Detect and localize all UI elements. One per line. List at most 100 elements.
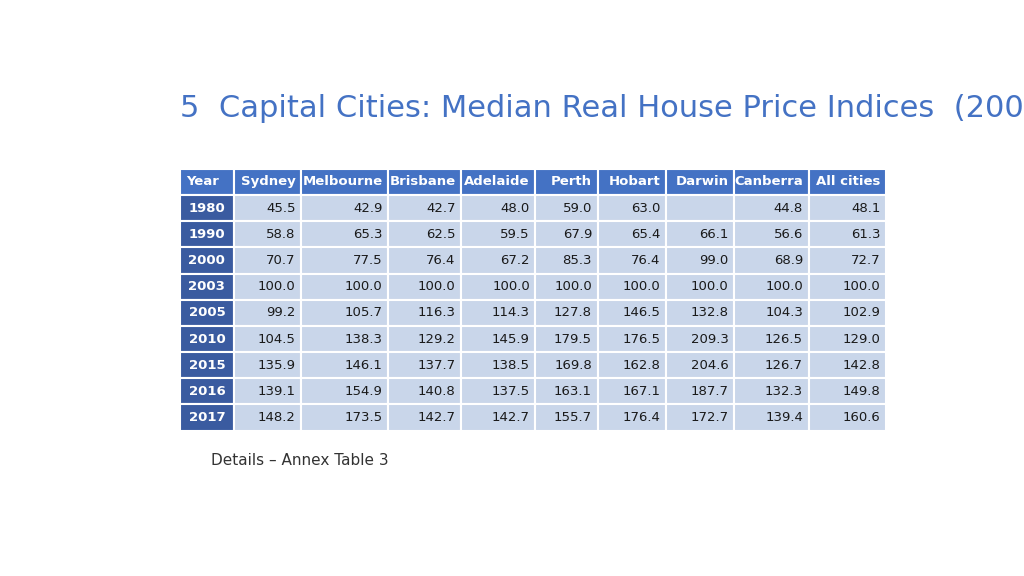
Text: 85.3: 85.3 [562, 254, 592, 267]
Text: 99.2: 99.2 [266, 306, 295, 319]
Text: Year: Year [186, 176, 219, 188]
Text: Melbourne: Melbourne [302, 176, 383, 188]
Text: 45.5: 45.5 [266, 202, 295, 215]
Bar [179, 404, 234, 431]
Bar [388, 274, 461, 300]
Bar [666, 404, 734, 431]
Text: 44.8: 44.8 [774, 202, 803, 215]
Bar [388, 248, 461, 274]
Bar [301, 404, 388, 431]
Bar [461, 404, 536, 431]
Bar [734, 248, 809, 274]
Bar [179, 378, 234, 404]
Text: 139.1: 139.1 [257, 385, 295, 398]
Bar [388, 221, 461, 248]
Bar [536, 169, 598, 195]
Text: 148.2: 148.2 [258, 411, 295, 424]
Bar [234, 404, 301, 431]
Text: 2003: 2003 [188, 280, 225, 293]
Bar [598, 195, 666, 221]
Text: 70.7: 70.7 [266, 254, 295, 267]
Bar [536, 326, 598, 352]
Bar [536, 300, 598, 326]
Text: 77.5: 77.5 [353, 254, 383, 267]
Bar [536, 195, 598, 221]
Text: 142.7: 142.7 [492, 411, 529, 424]
Text: 5  Capital Cities: Median Real House Price Indices  (2003=100): 5 Capital Cities: Median Real House Pric… [179, 93, 1024, 123]
Text: 67.9: 67.9 [562, 228, 592, 241]
Text: 204.6: 204.6 [691, 359, 729, 372]
Text: 154.9: 154.9 [345, 385, 383, 398]
Text: Adelaide: Adelaide [464, 176, 529, 188]
Bar [598, 300, 666, 326]
Bar [461, 300, 536, 326]
Bar [301, 326, 388, 352]
Text: 187.7: 187.7 [690, 385, 729, 398]
Bar [666, 195, 734, 221]
Bar [179, 221, 234, 248]
Text: 2015: 2015 [188, 359, 225, 372]
Bar [179, 195, 234, 221]
Bar [179, 352, 234, 378]
Text: 140.8: 140.8 [418, 385, 456, 398]
Text: 100.0: 100.0 [554, 280, 592, 293]
Text: Details – Annex Table 3: Details – Annex Table 3 [211, 453, 389, 468]
Text: 167.1: 167.1 [623, 385, 660, 398]
Bar [388, 404, 461, 431]
Bar [388, 326, 461, 352]
Text: Darwin: Darwin [676, 176, 729, 188]
Bar [461, 169, 536, 195]
Text: 132.8: 132.8 [690, 306, 729, 319]
Bar [809, 169, 886, 195]
Text: 42.7: 42.7 [426, 202, 456, 215]
Bar [734, 352, 809, 378]
Bar [666, 352, 734, 378]
Text: 1990: 1990 [188, 228, 225, 241]
Bar [301, 378, 388, 404]
Bar [388, 300, 461, 326]
Text: 132.3: 132.3 [765, 385, 803, 398]
Text: 169.8: 169.8 [554, 359, 592, 372]
Bar [809, 378, 886, 404]
Text: 76.4: 76.4 [426, 254, 456, 267]
Bar [234, 274, 301, 300]
Bar [179, 248, 234, 274]
Text: 42.9: 42.9 [353, 202, 383, 215]
Bar [734, 378, 809, 404]
Text: 135.9: 135.9 [257, 359, 295, 372]
Text: 76.4: 76.4 [631, 254, 660, 267]
Bar [234, 300, 301, 326]
Text: 137.7: 137.7 [418, 359, 456, 372]
Text: 146.5: 146.5 [623, 306, 660, 319]
Bar [734, 300, 809, 326]
Bar [388, 378, 461, 404]
Bar [734, 169, 809, 195]
Text: 2005: 2005 [188, 306, 225, 319]
Bar [234, 326, 301, 352]
Bar [536, 221, 598, 248]
Bar [598, 169, 666, 195]
Bar [598, 274, 666, 300]
Text: 58.8: 58.8 [266, 228, 295, 241]
Text: 142.7: 142.7 [418, 411, 456, 424]
Text: 126.7: 126.7 [765, 359, 803, 372]
Text: 62.5: 62.5 [426, 228, 456, 241]
Bar [598, 352, 666, 378]
Bar [234, 352, 301, 378]
Bar [461, 221, 536, 248]
Bar [809, 195, 886, 221]
Bar [179, 326, 234, 352]
Text: 146.1: 146.1 [345, 359, 383, 372]
Bar [536, 248, 598, 274]
Bar [809, 326, 886, 352]
Text: 100.0: 100.0 [418, 280, 456, 293]
Text: 59.5: 59.5 [501, 228, 529, 241]
Bar [301, 169, 388, 195]
Text: Brisbane: Brisbane [389, 176, 456, 188]
Text: 104.5: 104.5 [258, 332, 295, 346]
Text: 176.5: 176.5 [623, 332, 660, 346]
Text: 155.7: 155.7 [554, 411, 592, 424]
Bar [598, 404, 666, 431]
Text: 138.3: 138.3 [345, 332, 383, 346]
Bar [809, 274, 886, 300]
